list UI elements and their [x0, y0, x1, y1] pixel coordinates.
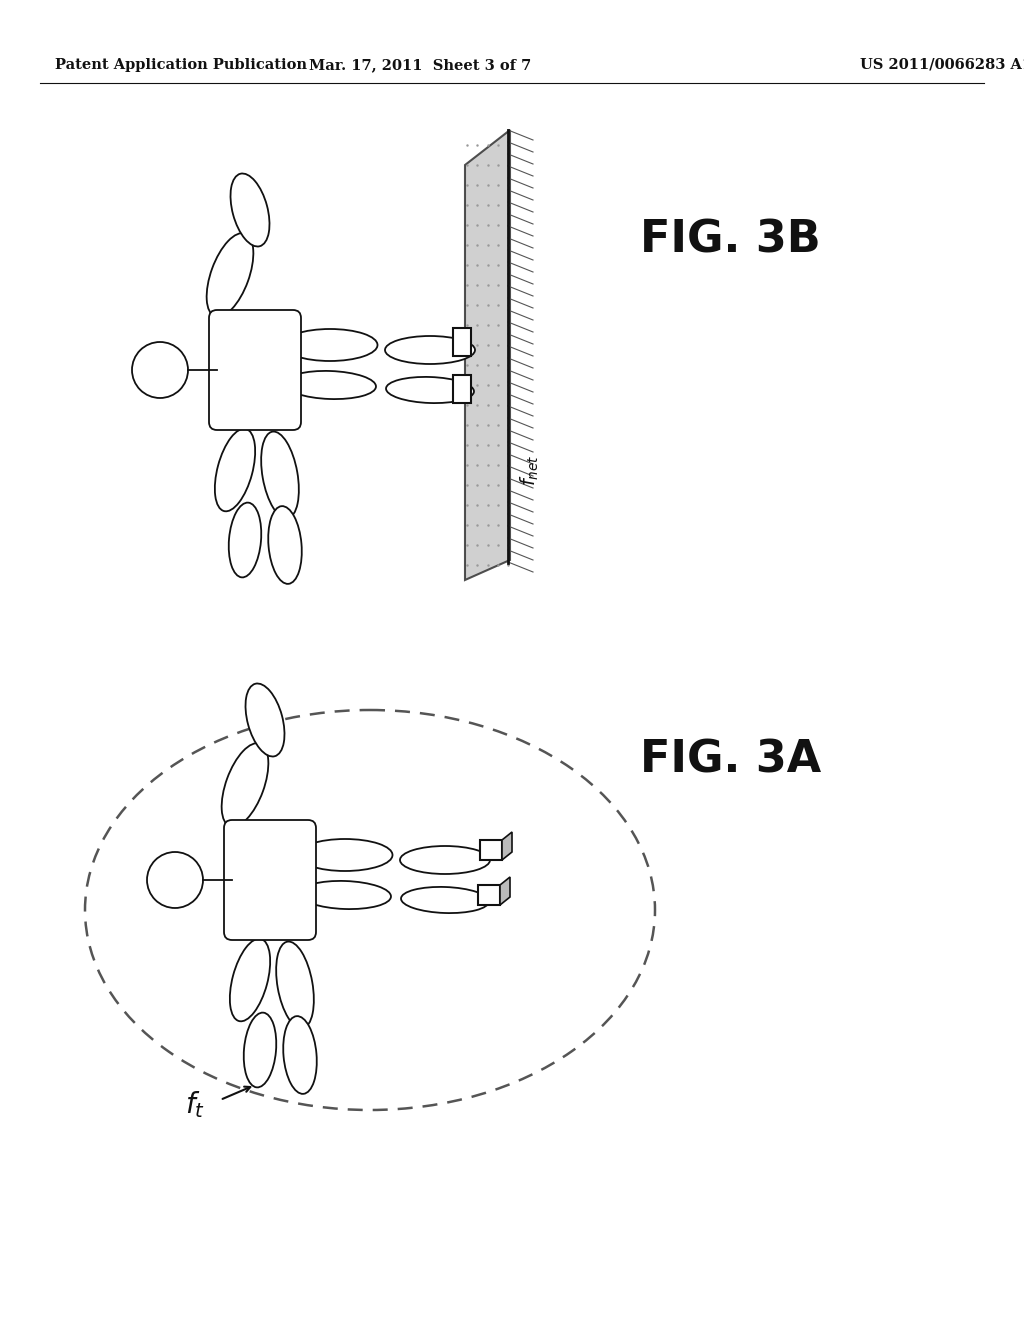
Polygon shape [465, 129, 510, 579]
Text: US 2011/0066283 A1: US 2011/0066283 A1 [860, 58, 1024, 73]
Ellipse shape [268, 506, 302, 583]
Ellipse shape [230, 173, 269, 247]
Polygon shape [500, 876, 510, 906]
Bar [453, 375, 471, 403]
Ellipse shape [284, 1016, 316, 1094]
Text: FIG. 3B: FIG. 3B [640, 219, 821, 261]
Ellipse shape [215, 429, 255, 511]
FancyBboxPatch shape [224, 820, 316, 940]
Ellipse shape [400, 846, 490, 874]
Circle shape [147, 851, 203, 908]
Ellipse shape [276, 941, 313, 1028]
Ellipse shape [299, 880, 391, 909]
Ellipse shape [385, 337, 475, 364]
Text: Patent Application Publication: Patent Application Publication [55, 58, 307, 73]
Bar [478, 884, 500, 906]
Text: $f_{net}$: $f_{net}$ [519, 454, 541, 486]
FancyBboxPatch shape [209, 310, 301, 430]
Ellipse shape [284, 371, 376, 399]
Circle shape [132, 342, 188, 399]
Ellipse shape [386, 378, 474, 403]
Ellipse shape [244, 1012, 276, 1088]
Ellipse shape [401, 887, 489, 913]
Ellipse shape [207, 234, 253, 317]
Ellipse shape [228, 503, 261, 577]
Bar [480, 840, 502, 861]
Ellipse shape [229, 939, 270, 1022]
Bar [453, 327, 471, 356]
Ellipse shape [261, 432, 299, 519]
Ellipse shape [283, 329, 378, 360]
Ellipse shape [246, 684, 285, 756]
Ellipse shape [298, 840, 392, 871]
Text: $f_t$: $f_t$ [185, 1089, 205, 1121]
Ellipse shape [221, 743, 268, 826]
Text: FIG. 3A: FIG. 3A [640, 738, 821, 781]
Text: Mar. 17, 2011  Sheet 3 of 7: Mar. 17, 2011 Sheet 3 of 7 [309, 58, 531, 73]
Polygon shape [502, 832, 512, 861]
